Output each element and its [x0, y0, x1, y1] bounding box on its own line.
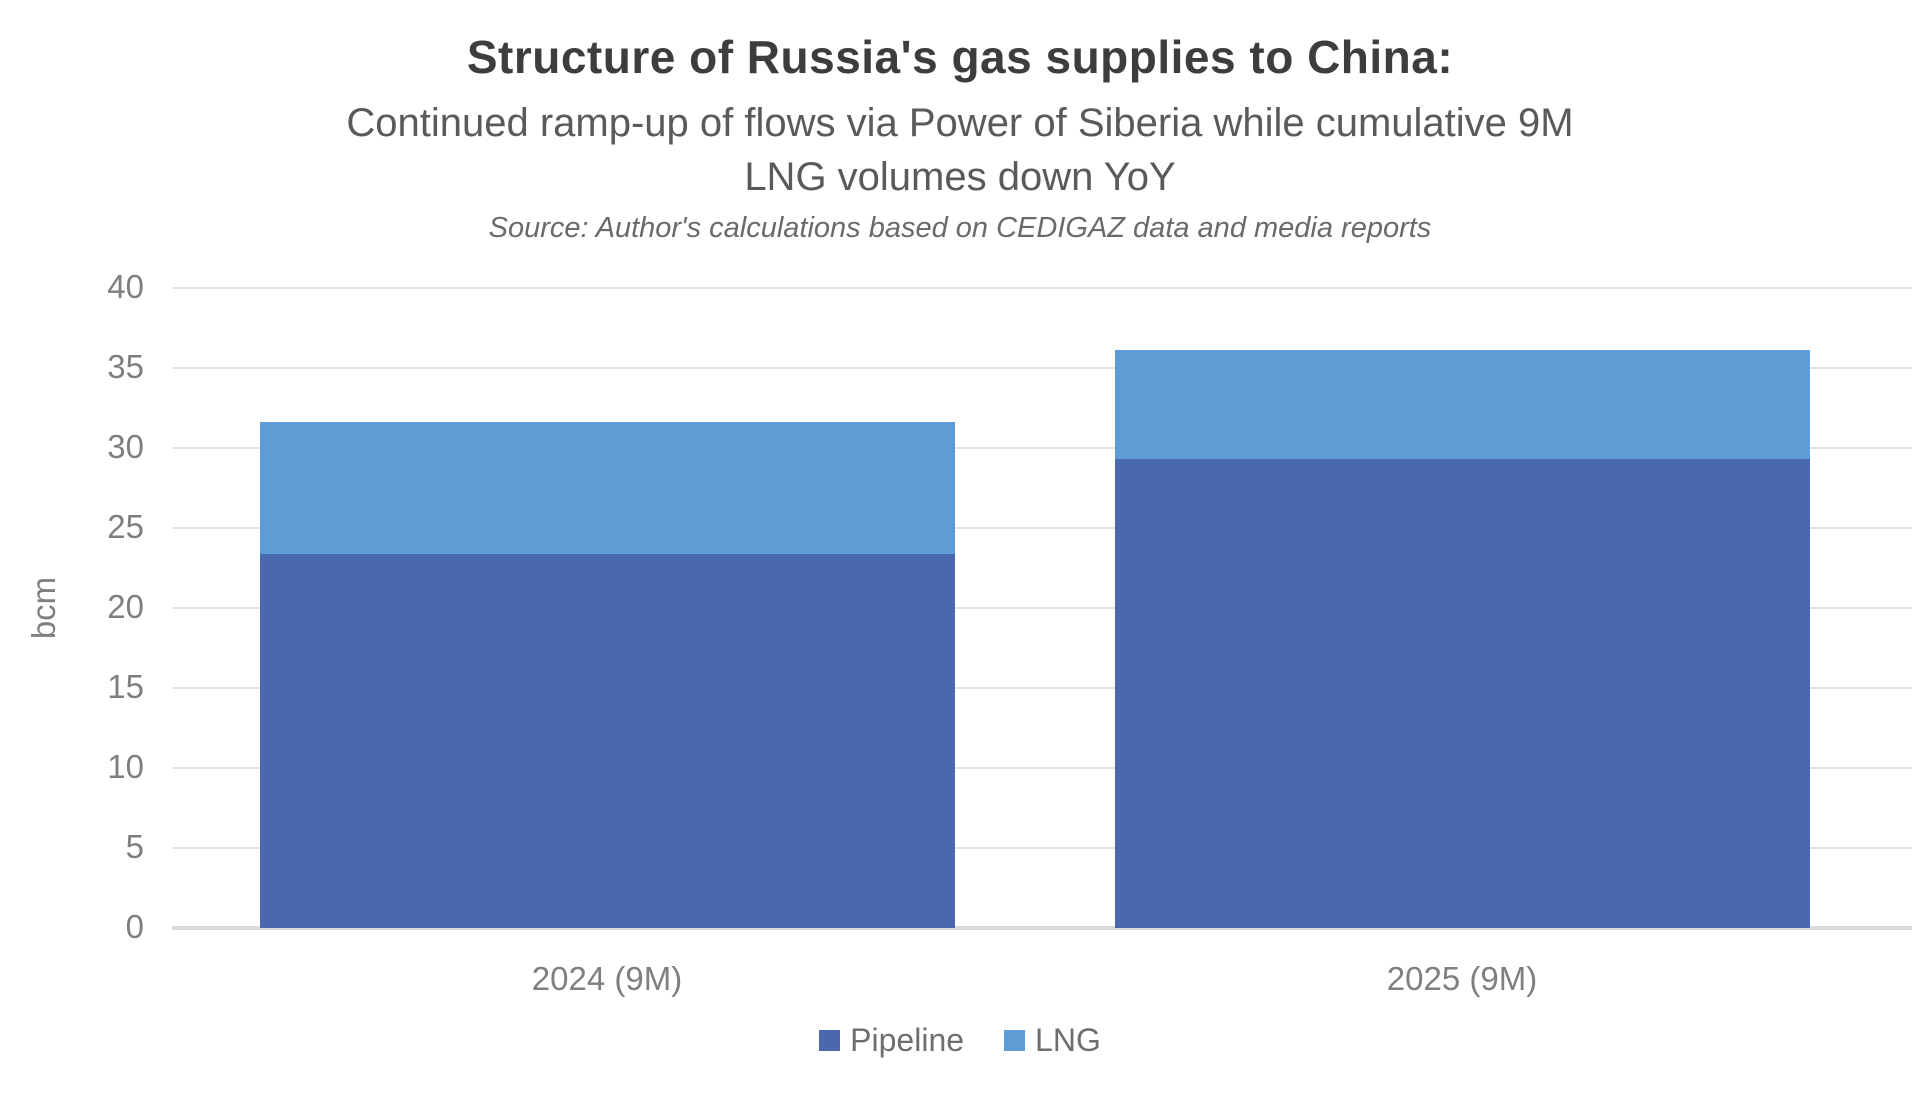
chart-header: Structure of Russia's gas supplies to Ch…: [0, 30, 1920, 245]
x-axis-baseline: [172, 926, 1912, 930]
x-axis-label-2: 2025 (9M): [1386, 960, 1538, 997]
x-axis-label-1: 2024 (9M): [531, 960, 683, 997]
gridline-15: [172, 687, 1912, 689]
legend-swatch-lng: [1004, 1030, 1026, 1051]
legend-swatch-pipeline: [819, 1030, 841, 1051]
legend-item-pipeline: Pipeline: [819, 1022, 964, 1059]
gridline-30: [172, 447, 1912, 449]
legend-label-pipeline: Pipeline: [850, 1022, 965, 1058]
legend-label-lng: LNG: [1035, 1022, 1101, 1058]
y-tick-label-15: 15: [107, 668, 144, 706]
bar-lng-2025-9m-: [1114, 350, 1810, 460]
gridline-10: [172, 767, 1912, 769]
y-tick-label-20: 20: [107, 588, 144, 626]
y-tick-label-5: 5: [125, 828, 144, 866]
chart-source-note: Source: Author's calculations based on C…: [488, 212, 1432, 244]
gridline-35: [172, 367, 1912, 369]
gridline-40: [172, 287, 1912, 289]
y-tick-label-25: 25: [107, 508, 144, 546]
y-tick-label-30: 30: [107, 428, 144, 466]
bar-pipeline-2025-9m-: [1114, 459, 1810, 928]
y-axis-title: bcm: [25, 576, 62, 640]
chart-title: Structure of Russia's gas supplies to Ch…: [466, 31, 1454, 83]
bar-pipeline-2024-9m-: [259, 553, 955, 928]
gridline-5: [172, 847, 1912, 849]
gridline-25: [172, 527, 1912, 529]
legend: Pipeline LNG: [0, 1022, 1920, 1059]
y-tick-label-0: 0: [125, 908, 144, 946]
y-tick-label-40: 40: [107, 268, 144, 306]
bar-lng-2024-9m-: [259, 422, 955, 554]
y-tick-label-35: 35: [107, 348, 144, 386]
legend-item-lng: LNG: [1004, 1022, 1101, 1059]
y-tick-label-10: 10: [107, 748, 144, 786]
gridline-20: [172, 607, 1912, 609]
chart-subtitle: Continued ramp-up of flows via Power of …: [346, 101, 1574, 199]
plot-area: bcm 0 5 10 15 20 25 30 35 40 2024 (9M) 2025 (9M): [25, 268, 1912, 997]
